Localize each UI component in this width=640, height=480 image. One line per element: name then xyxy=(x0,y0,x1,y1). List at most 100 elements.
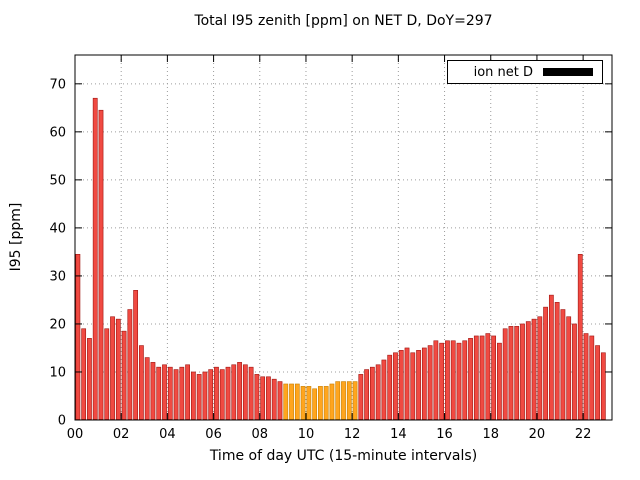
bar xyxy=(329,383,335,420)
bar xyxy=(75,254,81,420)
bar xyxy=(115,318,121,420)
bar xyxy=(398,350,404,420)
bar xyxy=(346,381,352,420)
bar xyxy=(121,330,127,420)
bar xyxy=(369,366,375,420)
bar xyxy=(300,386,306,420)
bar xyxy=(381,359,387,420)
bar xyxy=(427,345,433,420)
bar xyxy=(537,316,543,420)
bar xyxy=(139,345,144,420)
bar xyxy=(525,321,531,420)
bar xyxy=(508,326,514,420)
bar xyxy=(595,345,600,420)
bar xyxy=(375,364,381,420)
bar xyxy=(341,381,346,420)
bar xyxy=(531,318,537,420)
bar xyxy=(439,342,445,420)
bar xyxy=(583,333,589,420)
bar xyxy=(485,333,491,420)
bar xyxy=(266,376,271,420)
bar xyxy=(318,386,323,420)
y-tick-label: 40 xyxy=(49,221,66,236)
legend-swatch xyxy=(543,68,593,76)
x-tick-label: 18 xyxy=(482,427,499,442)
bar xyxy=(144,357,150,420)
bar xyxy=(179,366,185,420)
x-tick-label: 22 xyxy=(575,427,592,442)
bar xyxy=(600,352,606,420)
plot-border xyxy=(74,54,613,421)
x-tick-label: 08 xyxy=(252,427,269,442)
bar xyxy=(214,366,219,420)
bar xyxy=(497,342,502,420)
bar xyxy=(283,383,289,420)
bar xyxy=(92,97,98,420)
x-tick-label: 16 xyxy=(436,427,453,442)
bar xyxy=(352,381,358,420)
bar xyxy=(445,340,450,420)
bar xyxy=(560,309,566,420)
bar xyxy=(231,364,237,420)
bar xyxy=(271,378,277,420)
bar xyxy=(404,347,410,420)
bar xyxy=(208,369,214,420)
y-tick-label: 30 xyxy=(49,269,66,284)
bar xyxy=(433,340,439,420)
x-tick-label: 02 xyxy=(113,427,130,442)
bar xyxy=(514,326,520,420)
bar xyxy=(260,376,266,420)
bar xyxy=(167,366,173,420)
x-tick-label: 14 xyxy=(390,427,407,442)
x-tick-label: 20 xyxy=(529,427,546,442)
bar xyxy=(450,340,456,420)
bar xyxy=(104,328,110,420)
bar xyxy=(289,383,294,420)
x-tick-label: 06 xyxy=(205,427,222,442)
x-tick-label: 04 xyxy=(159,427,176,442)
bar xyxy=(156,366,162,420)
legend-label: ion net D xyxy=(473,64,533,80)
y-tick-label: 70 xyxy=(49,77,66,92)
bar xyxy=(479,335,485,420)
bar xyxy=(242,364,248,420)
x-tick-label: 10 xyxy=(298,427,315,442)
x-tick-label: 12 xyxy=(344,427,361,442)
bar xyxy=(589,335,595,420)
bar xyxy=(150,362,156,420)
bar xyxy=(473,335,479,420)
bar xyxy=(173,369,179,420)
y-tick-label: 0 xyxy=(58,414,66,429)
bar xyxy=(358,374,364,420)
bar xyxy=(543,306,548,420)
bar xyxy=(335,381,341,420)
bar xyxy=(364,369,369,420)
bar xyxy=(502,328,508,420)
bar xyxy=(133,290,139,420)
bar xyxy=(185,364,190,420)
y-tick-label: 20 xyxy=(49,317,66,332)
y-tick-label: 60 xyxy=(49,125,66,140)
bar xyxy=(323,386,329,420)
bar xyxy=(393,352,398,420)
bar xyxy=(306,386,312,420)
chart-title: Total I95 zenith [ppm] on NET D, DoY=297 xyxy=(194,13,493,29)
y-tick-label: 50 xyxy=(49,173,66,188)
bar xyxy=(162,364,167,420)
bar xyxy=(219,369,225,420)
bar xyxy=(387,354,393,420)
bar xyxy=(410,352,416,420)
bar xyxy=(456,342,462,420)
bar xyxy=(462,340,468,420)
bar xyxy=(248,366,254,420)
bar xyxy=(572,323,577,420)
bar xyxy=(196,374,202,420)
y-tick-label: 10 xyxy=(49,365,66,380)
bar xyxy=(294,383,300,420)
legend: ion net D xyxy=(447,60,603,84)
bar xyxy=(312,388,318,420)
bar xyxy=(548,294,554,420)
bar xyxy=(421,347,427,420)
